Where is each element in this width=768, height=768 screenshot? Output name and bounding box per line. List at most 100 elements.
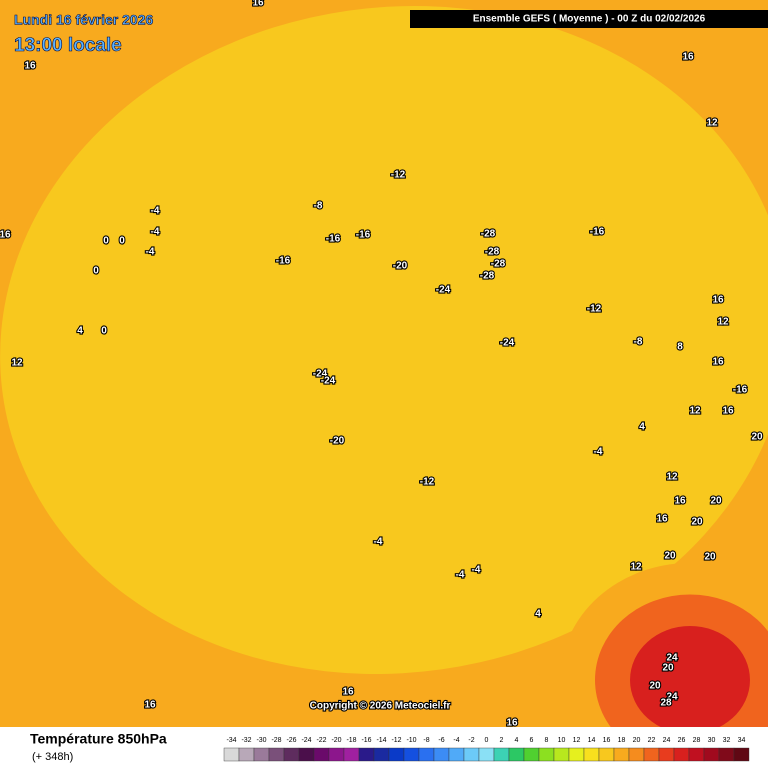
legend-swatch bbox=[223, 747, 240, 762]
contour-label: -28 bbox=[481, 229, 496, 240]
contour-label: 20 bbox=[704, 552, 716, 563]
legend-tick-label: -16 bbox=[361, 737, 371, 744]
contour-label: 0 bbox=[103, 236, 109, 247]
contour-label: -4 bbox=[146, 247, 155, 258]
contour-label: 16 bbox=[144, 700, 156, 711]
legend-tick-label: -6 bbox=[438, 737, 444, 744]
contour-label: -12 bbox=[587, 304, 602, 315]
legend-swatch bbox=[388, 747, 405, 762]
contour-label: -12 bbox=[420, 477, 435, 488]
legend-tick-label: 32 bbox=[723, 737, 731, 744]
contour-label: -4 bbox=[374, 537, 383, 548]
legend-tick-label: -2 bbox=[468, 737, 474, 744]
legend-tick-label: -8 bbox=[423, 737, 429, 744]
contour-label: 4 bbox=[535, 609, 541, 620]
legend-swatch bbox=[358, 747, 375, 762]
contour-label: 20 bbox=[664, 551, 676, 562]
contour-label: 16 bbox=[682, 52, 694, 63]
legend-swatch bbox=[673, 747, 690, 762]
legend-tick-label: 26 bbox=[678, 737, 686, 744]
contour-label: 16 bbox=[342, 687, 354, 698]
legend-swatch bbox=[643, 747, 660, 762]
contour-label: -28 bbox=[491, 259, 506, 270]
contour-label: 16 bbox=[674, 496, 686, 507]
legend-tick-label: 6 bbox=[530, 737, 534, 744]
contour-label: -20 bbox=[393, 261, 408, 272]
legend-swatch bbox=[733, 747, 750, 762]
contour-label: -12 bbox=[391, 170, 406, 181]
legend-swatch bbox=[448, 747, 465, 762]
legend-tick-label: 2 bbox=[500, 737, 504, 744]
legend-swatch bbox=[238, 747, 255, 762]
legend-swatch bbox=[568, 747, 585, 762]
contour-label: -4 bbox=[151, 206, 160, 217]
legend-tick-label: -14 bbox=[376, 737, 386, 744]
legend-swatch bbox=[538, 747, 555, 762]
legend-tick-label: -30 bbox=[256, 737, 266, 744]
legend-tick-label: -20 bbox=[331, 737, 341, 744]
contour-label: 24 bbox=[666, 653, 678, 664]
contour-label: -16 bbox=[276, 256, 291, 267]
contour-label: 16 bbox=[722, 406, 734, 417]
legend-tick-label: -28 bbox=[271, 737, 281, 744]
contour-label: -24 bbox=[436, 285, 451, 296]
contour-label: -8 bbox=[634, 337, 643, 348]
legend-swatch bbox=[583, 747, 600, 762]
legend-tick-label: 20 bbox=[633, 737, 641, 744]
contour-label: -28 bbox=[485, 247, 500, 258]
contour-label: 16 bbox=[506, 718, 518, 729]
legend-swatch bbox=[283, 747, 300, 762]
warm-area bbox=[630, 626, 750, 734]
contour-label: 12 bbox=[689, 406, 701, 417]
contour-label: 12 bbox=[666, 472, 678, 483]
legend-tick-label: 14 bbox=[588, 737, 596, 744]
legend-swatch bbox=[598, 747, 615, 762]
legend-tick-label: 16 bbox=[603, 737, 611, 744]
contour-label: 16 bbox=[0, 230, 11, 241]
legend: -34 -32 -30 -28 -26 -24 -22 -20 -18 -16 -14 -12 -10-… bbox=[223, 737, 750, 762]
legend-tick-label: 8 bbox=[545, 737, 549, 744]
legend-swatch bbox=[403, 747, 420, 762]
legend-tick-label: 4 bbox=[515, 737, 519, 744]
legend-swatch bbox=[688, 747, 705, 762]
legend-swatch bbox=[523, 747, 540, 762]
contour-label: 20 bbox=[691, 517, 703, 528]
contour-label: 16 bbox=[24, 61, 36, 72]
legend-swatch bbox=[463, 747, 480, 762]
local-time: 13:00 locale bbox=[14, 35, 122, 56]
legend-swatch bbox=[508, 747, 525, 762]
legend-swatch bbox=[328, 747, 345, 762]
contour-label: -20 bbox=[330, 436, 345, 447]
contour-label: 20 bbox=[649, 681, 661, 692]
contour-label: 16 bbox=[712, 357, 724, 368]
legend-swatch bbox=[628, 747, 645, 762]
legend-tick-label: -34 bbox=[226, 737, 236, 744]
contour-label: -8 bbox=[314, 201, 323, 212]
legend-swatch bbox=[703, 747, 720, 762]
contour-label: 0 bbox=[101, 326, 107, 337]
legend-tick-label: -24 bbox=[301, 737, 311, 744]
legend-swatch bbox=[298, 747, 315, 762]
contour-label: -16 bbox=[590, 227, 605, 238]
legend-tick-label: -4 bbox=[453, 737, 459, 744]
contour-label: -24 bbox=[321, 376, 336, 387]
copyright: Copyright © 2026 Meteociel.fr bbox=[310, 701, 451, 712]
legend-swatch bbox=[373, 747, 390, 762]
contour-label: -24 bbox=[500, 338, 515, 349]
legend-swatch bbox=[658, 747, 675, 762]
contour-label: 12 bbox=[630, 562, 642, 573]
legend-tick-label: 18 bbox=[618, 737, 626, 744]
legend-swatch bbox=[313, 747, 330, 762]
temperature-band bbox=[0, 6, 768, 674]
lead-time: (+ 348h) bbox=[32, 751, 73, 763]
legend-swatch bbox=[268, 747, 285, 762]
legend-tick-label: 34 bbox=[738, 737, 746, 744]
legend-tick-label: -18 bbox=[346, 737, 356, 744]
contour-label: 28 bbox=[660, 698, 672, 709]
contour-label: 0 bbox=[93, 266, 99, 277]
date: Lundi 16 février 2026 bbox=[14, 12, 154, 28]
legend-swatch bbox=[718, 747, 735, 762]
legend-tick-label: 0 bbox=[485, 737, 489, 744]
